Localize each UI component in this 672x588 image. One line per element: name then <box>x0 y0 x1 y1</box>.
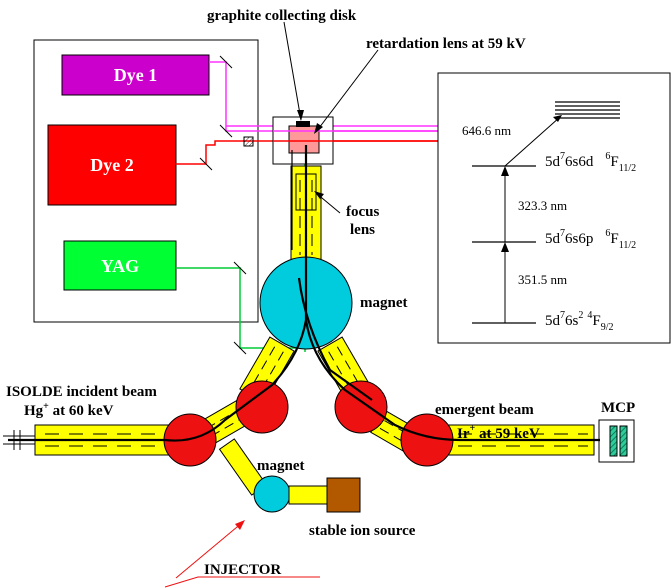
level-3-term-sub: 11/2 <box>619 163 636 174</box>
window-element <box>243 136 254 147</box>
label-emergent-beam: emergent beam <box>435 402 534 418</box>
transition-1-arrow-head <box>501 242 509 252</box>
label-retardation-lens: retardation lens at 59 kV <box>366 36 526 52</box>
level-2-term: F <box>610 231 618 247</box>
level-2-label: 5d76s6p 6F11/2 <box>545 228 636 251</box>
label-emergent-ion: Ir+ at 59 keV <box>457 423 540 442</box>
incident-charge: + <box>43 401 49 412</box>
level-1-config-a: 5d <box>545 313 561 329</box>
mirror-yag-low <box>233 341 247 355</box>
ion-trajectory <box>8 145 308 442</box>
ionisation-target <box>288 125 320 154</box>
focus-lens-pointer-head <box>314 191 324 199</box>
transition-2-arrow-head <box>501 166 509 176</box>
level-2-term-sub: 11/2 <box>619 240 636 251</box>
wavelength-646: 646.6 nm <box>462 123 511 138</box>
laser-dye2-box <box>47 124 177 206</box>
emergent-charge: + <box>470 423 476 434</box>
injector-underline <box>164 576 320 588</box>
laser-dye1-label: Dye 1 <box>114 65 158 85</box>
label-incident-beam: ISOLDE incident beam <box>6 384 157 400</box>
label-injector: INJECTOR <box>204 562 281 578</box>
graphite-disk <box>296 121 310 127</box>
label-lens: lens <box>350 222 375 238</box>
junction-upper-right <box>334 380 388 434</box>
laser-room-box <box>33 39 259 323</box>
level-2-config-b: 6s6p <box>565 231 593 247</box>
level-2-sup-a: 7 <box>560 228 565 239</box>
retardation-pointer-head <box>314 123 323 134</box>
ionisation-continuum <box>555 101 620 119</box>
mcp-plate-2 <box>619 425 628 457</box>
incident-ion: Hg <box>24 403 44 419</box>
level-1-config-b: 6s <box>565 313 579 329</box>
level-2-term-sup: 6 <box>605 228 610 239</box>
label-stable-ion-source: stable ion source <box>309 523 416 539</box>
ion-trajectory-emergent <box>304 319 600 442</box>
level-3-sup-a: 7 <box>560 151 565 162</box>
laser-dye1: Dye 1 <box>61 54 210 96</box>
level-3-term-sup: 6 <box>605 151 610 162</box>
label-magnet-main: magnet <box>360 295 408 311</box>
transition-3-arrow-head <box>553 115 562 122</box>
wavelength-323: 323.3 nm <box>518 198 567 213</box>
graphite-pointer <box>283 21 302 121</box>
injector-arrow-head <box>235 520 245 530</box>
injector-arrow <box>175 521 244 579</box>
label-focus: focus <box>346 204 379 220</box>
level-3-term: F <box>610 154 618 170</box>
graphite-pointer-head <box>297 110 304 121</box>
junction-upper-left <box>235 380 289 434</box>
level-3-config-a: 5d <box>545 154 561 170</box>
wavelength-351: 351.5 nm <box>518 272 567 287</box>
laser-dye2: Dye 2 <box>47 124 177 206</box>
ion-trajectory-injector-2 <box>297 277 373 401</box>
level-3-label: 5d76s6d 6F11/2 <box>545 151 636 174</box>
laser-dye1-box <box>61 54 210 96</box>
laser-yag: YAG <box>63 240 177 291</box>
label-graphite-disk: graphite collecting disk <box>207 8 357 24</box>
label-mcp: MCP <box>601 400 635 416</box>
emergent-ion: Ir <box>457 426 470 442</box>
retardation-pointer <box>315 49 379 133</box>
laser-dye2-label: Dye 2 <box>90 155 134 175</box>
laser-yag-label: YAG <box>101 256 139 276</box>
level-1-term-sub: 9/2 <box>601 322 614 333</box>
level-1-sup-b: 2 <box>578 310 583 321</box>
stable-ion-source-box <box>326 477 361 513</box>
level-1-sup-a: 7 <box>560 310 565 321</box>
mirror-dye2 <box>199 157 213 171</box>
level-1-term: F <box>592 313 600 329</box>
injector-magnet <box>253 475 291 513</box>
transition-3-arrow <box>504 116 561 167</box>
level-3-config-b: 6s6d <box>565 154 594 170</box>
label-incident-ion: Hg+ at 60 keV <box>24 401 114 419</box>
label-magnet-injector: magnet <box>257 458 305 474</box>
level-2-config-a: 5d <box>545 231 561 247</box>
level-1-term-sup: 4 <box>587 310 592 321</box>
laser-yag-box <box>63 240 177 291</box>
emergent-energy: at 59 keV <box>475 426 540 442</box>
level-1-label: 5d76s2 4F9/2 <box>545 310 613 333</box>
mirror-dye1 <box>219 55 233 69</box>
mirror-dye1-low <box>219 124 233 138</box>
mirror-yag <box>233 261 247 275</box>
incident-energy: at 60 keV <box>49 403 114 419</box>
injector-link <box>288 485 330 505</box>
mcp-plate-1 <box>609 425 618 457</box>
